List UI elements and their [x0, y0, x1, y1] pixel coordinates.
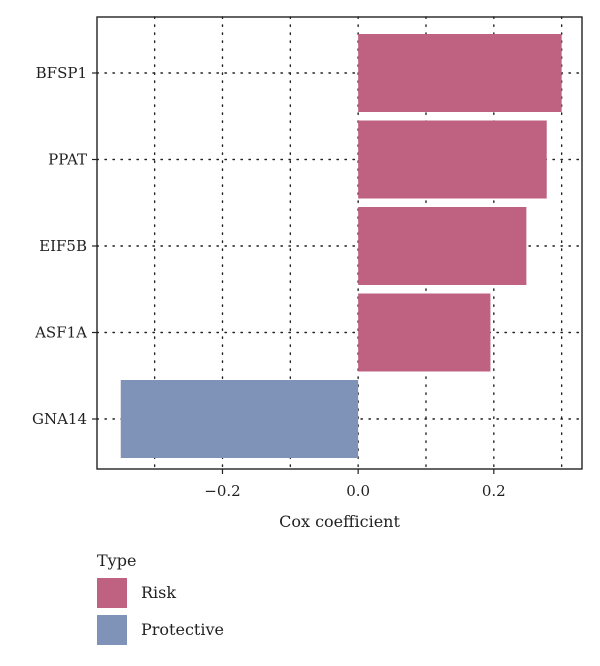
bar-asf1a	[358, 293, 491, 372]
bar-ppat	[358, 120, 547, 199]
y-tick-label: PPAT	[48, 151, 87, 169]
legend: Type Risk Protective	[97, 551, 224, 645]
legend-swatch-protective	[97, 615, 127, 645]
x-axis-ticks: −0.2 0.0 0.2	[204, 469, 506, 500]
y-tick-label: BFSP1	[36, 64, 87, 82]
bar-gna14	[120, 380, 359, 458]
legend-label-protective: Protective	[141, 620, 224, 639]
legend-entries: Risk Protective	[97, 578, 224, 645]
plot-frame	[96, 16, 583, 470]
bars	[120, 34, 562, 458]
x-axis-title: Cox coefficient	[279, 512, 400, 531]
y-axis-ticks: BFSP1 PPAT EIF5B ASF1A GNA14	[32, 64, 97, 428]
bar-eif5b	[358, 207, 527, 285]
x-tick-label: 0.0	[346, 482, 370, 500]
y-tick-label: EIF5B	[39, 237, 87, 255]
x-tick-label: −0.2	[204, 482, 240, 500]
legend-swatch-risk	[97, 578, 127, 608]
bar-bfsp1	[358, 34, 562, 112]
legend-title: Type	[97, 551, 136, 570]
legend-label-risk: Risk	[141, 583, 176, 602]
x-tick-label: 0.2	[482, 482, 506, 500]
y-tick-label: GNA14	[32, 410, 87, 428]
y-tick-label: ASF1A	[34, 324, 87, 342]
